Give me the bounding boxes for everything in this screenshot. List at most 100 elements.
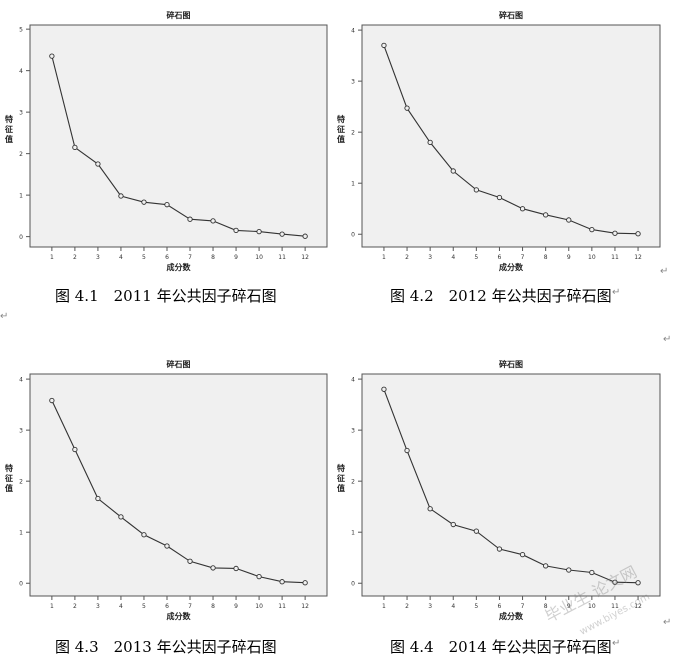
- data-point: [256, 573, 262, 580]
- data-point: [427, 139, 433, 146]
- x-tick-label: 2: [73, 603, 77, 610]
- caption-2: 图 4.2 2012 年公共因子碎石图: [390, 287, 612, 305]
- x-tick-label: 10: [588, 254, 596, 261]
- series-line: [51, 55, 306, 237]
- data-point: [543, 563, 549, 569]
- data-point: [256, 228, 262, 235]
- x-tick-label: 10: [255, 603, 263, 610]
- x-tick-label: 9: [567, 254, 571, 261]
- y-tick-label: 3: [19, 428, 23, 435]
- x-tick-label: 7: [521, 603, 525, 610]
- x-tick-label: 11: [611, 603, 619, 610]
- data-point: [187, 216, 193, 222]
- x-tick-label: 1: [50, 603, 54, 610]
- x-tick-label: 9: [567, 603, 571, 610]
- x-tick-label: 6: [165, 254, 169, 261]
- y-axis-label: 特征值: [337, 114, 345, 144]
- x-tick-label: 10: [588, 603, 596, 610]
- paragraph-mark: ↵: [663, 617, 672, 628]
- data-point: [450, 521, 456, 528]
- data-point: [141, 199, 147, 205]
- x-tick-label: 8: [544, 254, 548, 261]
- x-tick-label: 3: [96, 254, 100, 261]
- x-tick-label: 2: [405, 254, 409, 261]
- x-tick-label: 4: [451, 254, 455, 261]
- data-point: [118, 514, 124, 520]
- x-tick-label: 11: [278, 254, 286, 261]
- data-point: [210, 565, 216, 571]
- data-point: [496, 194, 503, 201]
- y-tick-label: 4: [19, 377, 23, 384]
- x-tick-label: 6: [498, 254, 502, 261]
- x-tick-label: 2: [73, 254, 77, 261]
- x-tick-label: 6: [165, 603, 169, 610]
- x-axis-label: 成分数: [167, 262, 192, 272]
- y-tick-label: 0: [19, 581, 23, 588]
- y-tick-label: 3: [351, 79, 355, 86]
- caption-4: 图 4.4 2014 年公共因子碎石图: [390, 638, 612, 656]
- x-tick-label: 7: [188, 603, 192, 610]
- paragraph-mark: ↵: [612, 287, 621, 298]
- plot-area: [29, 373, 328, 597]
- x-tick-label: 3: [96, 603, 100, 610]
- y-tick-label: 5: [19, 27, 23, 34]
- series-line: [383, 389, 639, 584]
- data-point: [566, 217, 572, 223]
- data-point: [473, 187, 479, 193]
- data-point: [381, 42, 387, 49]
- data-point: [566, 567, 572, 573]
- x-axis-label: 成分数: [167, 611, 192, 621]
- x-tick-label: 9: [234, 254, 238, 261]
- x-tick-label: 8: [544, 603, 548, 610]
- data-point: [519, 552, 526, 558]
- data-point: [589, 569, 595, 576]
- data-point: [612, 230, 618, 236]
- data-point: [164, 543, 170, 549]
- series-line: [51, 400, 306, 584]
- data-point: [635, 580, 641, 586]
- y-tick-label: 2: [351, 130, 355, 137]
- x-tick-label: 11: [278, 603, 286, 610]
- y-axis-label: 特征值: [5, 114, 13, 144]
- data-point: [233, 227, 239, 234]
- x-tick-label: 12: [301, 603, 309, 610]
- x-tick-label: 4: [451, 603, 455, 610]
- x-tick-label: 8: [211, 254, 215, 261]
- x-tick-label: 9: [234, 603, 238, 610]
- y-tick-label: 0: [19, 234, 23, 241]
- x-tick-label: 1: [382, 254, 386, 261]
- data-point: [543, 212, 549, 218]
- data-point: [49, 397, 55, 404]
- x-tick-label: 12: [634, 603, 642, 610]
- data-point: [404, 105, 410, 111]
- data-point: [72, 446, 78, 453]
- data-point: [519, 206, 526, 212]
- caption-3: 图 4.3 2013 年公共因子碎石图: [55, 638, 277, 656]
- paragraph-mark: ↵: [612, 638, 621, 649]
- y-tick-label: 1: [351, 181, 355, 188]
- x-tick-label: 3: [428, 254, 432, 261]
- data-point: [164, 202, 170, 208]
- x-tick-label: 1: [50, 254, 54, 261]
- x-tick-label: 11: [611, 254, 619, 261]
- x-tick-label: 5: [474, 254, 478, 261]
- data-point: [279, 579, 285, 585]
- data-point: [635, 231, 641, 237]
- x-tick-label: 12: [634, 254, 642, 261]
- x-tick-label: 5: [142, 254, 146, 261]
- data-point: [95, 161, 101, 167]
- x-tick-label: 12: [301, 254, 309, 261]
- data-point: [381, 386, 387, 392]
- data-point: [450, 168, 456, 174]
- data-point: [210, 218, 216, 224]
- y-tick-label: 4: [351, 28, 355, 35]
- x-tick-label: 2: [405, 603, 409, 610]
- chart-title: 碎石图: [167, 10, 191, 20]
- chart-title: 碎石图: [499, 359, 523, 369]
- y-tick-label: 2: [19, 479, 23, 486]
- y-tick-label: 3: [351, 428, 355, 435]
- data-point: [496, 546, 503, 552]
- y-tick-label: 4: [351, 377, 355, 384]
- data-point: [589, 226, 595, 233]
